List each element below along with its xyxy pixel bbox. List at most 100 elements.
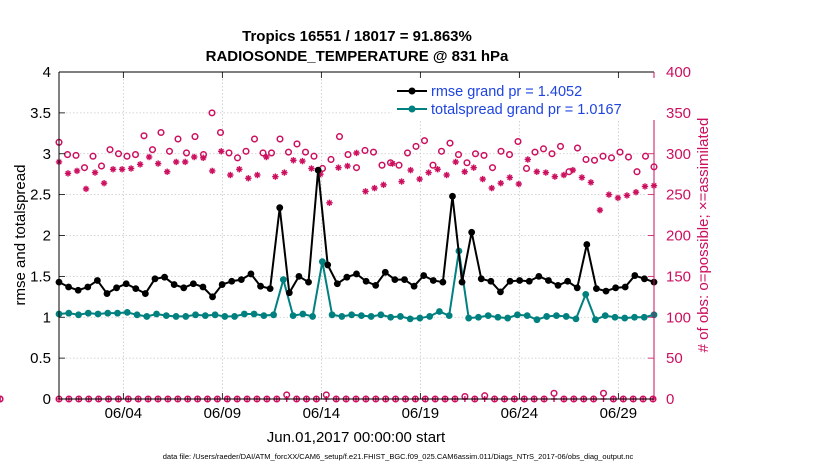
totalspread-point	[75, 311, 82, 319]
rmse-point	[535, 272, 543, 280]
totalspread-point	[436, 308, 443, 315]
obs-possible-point	[471, 150, 480, 158]
obs-assimilated-stroke	[416, 176, 423, 182]
rmse-point	[631, 272, 639, 279]
obs-assimilated-stroke	[209, 168, 215, 174]
obs-assimilated-point	[488, 184, 495, 192]
totalspread-point	[611, 313, 619, 321]
obs-assimilated-point	[245, 175, 252, 182]
y-right-tick-label: 0	[666, 391, 674, 408]
y-right-tick-label: 50	[666, 350, 683, 367]
totalspread-point	[162, 312, 170, 320]
obs-assimilated-stroke	[498, 180, 504, 186]
rmse-point	[324, 261, 332, 269]
rmse-point	[257, 282, 264, 290]
obs-assimilated-point	[136, 161, 144, 168]
obs-assimilated-point	[73, 167, 81, 175]
obs-assimilated-point	[452, 158, 459, 166]
obs-assimilated-point	[118, 166, 126, 173]
obs-possible-point	[276, 135, 284, 143]
obs-assimilated-stroke	[344, 163, 351, 169]
obs-assimilated-point	[263, 153, 270, 161]
obs-assimilated-stroke	[543, 169, 549, 176]
obs-assimilated-point	[371, 184, 378, 192]
rmse-point	[276, 204, 284, 212]
legend-spread-label: totalspread grand pr = 1.0167	[431, 102, 622, 118]
obs-assimilated-point	[209, 167, 216, 175]
totalspread-point	[84, 309, 92, 317]
obs-assimilated-stroke	[335, 164, 342, 171]
rmse-point	[573, 284, 581, 292]
obs-possible-point	[284, 148, 293, 156]
rmse-point	[84, 283, 92, 291]
obs-possible-point	[131, 151, 140, 159]
obs-possible-point	[114, 150, 123, 158]
obs-assimilated-point	[218, 148, 225, 155]
y-left-tick-label: 1.5	[30, 268, 51, 285]
obs-possible-point	[607, 154, 616, 162]
totalspread-point	[123, 308, 131, 316]
x-tick-label: 06/04	[105, 405, 143, 422]
obs-possible-point	[233, 154, 242, 162]
obs-assimilated-point	[254, 171, 261, 179]
totalspread-point	[143, 313, 151, 320]
obs-assimilated-point	[524, 156, 531, 163]
rmse-point	[141, 290, 149, 297]
obs-assimilated-point	[353, 149, 360, 157]
totalspread-point	[523, 312, 531, 320]
totalspread-point	[416, 314, 424, 322]
y-axis-left-label: rmse and totalspread	[12, 165, 29, 306]
rmse-point	[372, 281, 380, 289]
obs-possible-point	[191, 133, 199, 141]
rmse-point	[266, 285, 274, 293]
legend-rmse-label: rmse grand pr = 1.4052	[431, 84, 582, 100]
totalspread-point	[65, 309, 73, 317]
obs-assimilated-stroke	[146, 154, 152, 160]
obs-assimilated-point	[64, 170, 72, 177]
rmse-point	[516, 277, 524, 284]
totalspread-point	[192, 311, 199, 319]
obs-assimilated-stroke	[570, 167, 576, 173]
totalspread-point	[475, 313, 482, 321]
obs-possible-point	[497, 147, 505, 155]
obs-assimilated-point	[398, 178, 405, 185]
legend-box	[392, 78, 655, 120]
obs-assimilated-stroke	[137, 161, 143, 168]
obs-possible-point	[335, 133, 344, 141]
obs-assimilated-stroke	[470, 164, 477, 171]
totalspread-point	[533, 316, 541, 324]
rmse-point	[401, 276, 408, 284]
totalspread-point	[328, 311, 336, 319]
obs-assimilated-stroke	[245, 175, 252, 182]
rmse-point	[621, 283, 629, 291]
obs-possible-point	[480, 151, 488, 159]
obs-possible-point	[259, 149, 267, 157]
obs-assimilated-point	[632, 188, 640, 196]
obs-assimilated-stroke	[65, 170, 71, 177]
obs-possible-point	[250, 135, 259, 143]
obs-possible-point	[446, 139, 454, 147]
totalspread-point	[514, 311, 521, 319]
obs-assimilated-stroke	[128, 165, 134, 172]
totalspread-point	[592, 316, 599, 324]
obs-assimilated-point	[407, 166, 414, 174]
y-right-tick-label: 150	[666, 268, 691, 285]
totalspread-point	[562, 313, 570, 320]
obs-possible-point	[123, 152, 131, 160]
rmse-point	[209, 293, 216, 301]
rmse-point	[161, 273, 168, 281]
totalspread-point	[377, 311, 385, 319]
rmse-point	[429, 277, 437, 284]
obs-assimilated-point	[578, 174, 586, 181]
totalspread-point	[465, 314, 473, 322]
y-left-tick-label: 3.5	[30, 105, 51, 122]
obs-assimilated-stroke	[92, 169, 98, 176]
obs-assimilated-point	[641, 183, 649, 190]
totalspread-point	[133, 311, 141, 319]
rmse-point	[554, 281, 562, 289]
obs-assimilated-point	[172, 158, 180, 166]
y-left-tick-label: 2	[43, 228, 51, 245]
obs-assimilated-point	[191, 153, 198, 161]
x-tick-label: 06/14	[303, 405, 341, 422]
totalspread-point	[201, 312, 209, 320]
